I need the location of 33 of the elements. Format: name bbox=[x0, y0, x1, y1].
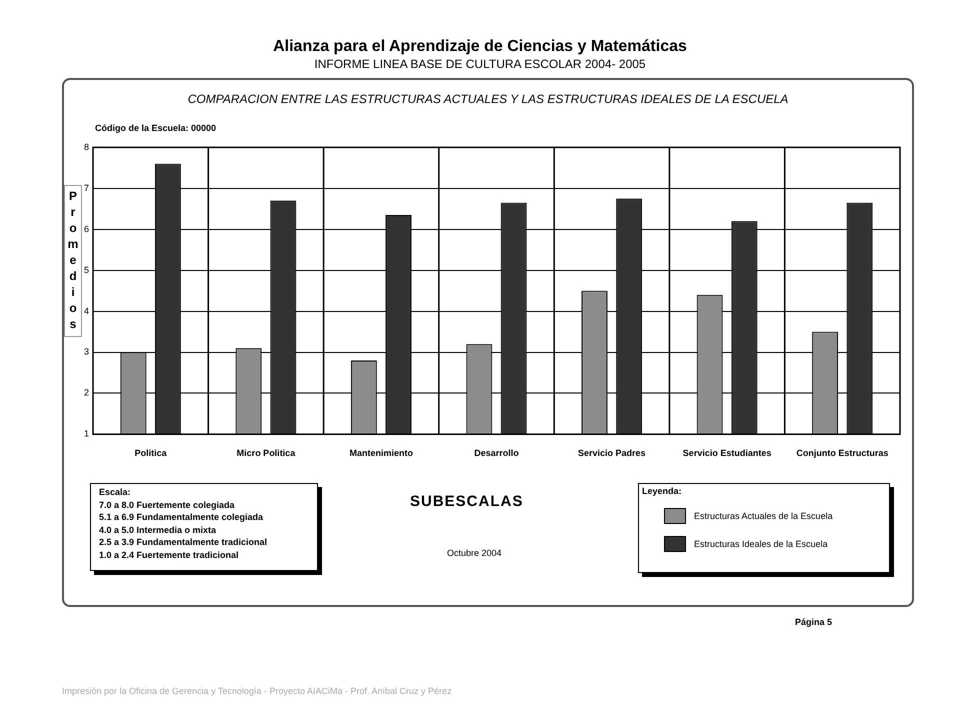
x-tick-label: Servicio Estudiantes bbox=[682, 448, 772, 458]
y-tick-label: 3 bbox=[84, 346, 90, 357]
text: Octubre 2004 bbox=[447, 548, 502, 558]
y-tick-label: 8 bbox=[84, 142, 90, 152]
y-tick-label: 2 bbox=[84, 388, 90, 398]
x-tick-label: Conjunto Estructuras bbox=[796, 448, 888, 458]
text: Código de la Escuela: 00000 bbox=[95, 123, 216, 133]
text: 4.0 a 5.0 Intermedia o mixta bbox=[99, 524, 218, 536]
text: 5.1 a 6.9 Fundamentalmente colegiada bbox=[99, 511, 264, 524]
y-tick-label: 7 bbox=[84, 182, 90, 193]
text: Página 5 bbox=[795, 617, 832, 627]
chart-title: COMPARACION ENTRE LAS ESTRUCTURAS ACTUALES Y LAS ESTRUCTURAS IDEALES DE LA ESCUELA bbox=[186, 92, 790, 106]
y-tick-label: 6 bbox=[84, 224, 90, 234]
x-tick-label: Politica bbox=[134, 448, 168, 458]
text: Impresión por la Oficina de Gerencia y Tecnología - Proyecto AIACiMa - Prof. Aníbal Cruz y Pérez bbox=[62, 686, 452, 696]
legend-label: Estructuras Ideales de la Escuela bbox=[694, 539, 828, 549]
text: Escala: bbox=[99, 486, 132, 498]
text: Alianza para el Aprendizaje de Ciencias y Matemáticas bbox=[272, 38, 688, 56]
text: 7.0 a 8.0 Fuertemente colegiada bbox=[99, 498, 236, 511]
legend-label: Estructuras Actuales de la Escuela bbox=[694, 511, 833, 521]
legend-title: Leyenda: bbox=[642, 486, 683, 496]
text: INFORME LINEA BASE DE CULTURA ESCOLAR 2004- 2005 bbox=[313, 57, 647, 71]
x-tick-label: Micro Politica bbox=[236, 448, 296, 458]
x-tick-label: Mantenimiento bbox=[349, 448, 414, 458]
text: 2.5 a 3.9 Fundamentalmente tradicional bbox=[99, 536, 268, 548]
x-axis-title: SUBESCALAS bbox=[410, 493, 524, 510]
x-tick-label: Desarrollo bbox=[474, 448, 520, 458]
y-tick-label: 4 bbox=[84, 306, 90, 316]
text: 1.0 a 2.4 Fuertemente tradicional bbox=[99, 548, 240, 561]
x-tick-label: Servicio Padres bbox=[578, 448, 646, 458]
y-tick-label: 5 bbox=[84, 264, 90, 275]
y-tick-label: 1 bbox=[84, 428, 90, 439]
y-axis-title: Promedios bbox=[64, 185, 82, 337]
